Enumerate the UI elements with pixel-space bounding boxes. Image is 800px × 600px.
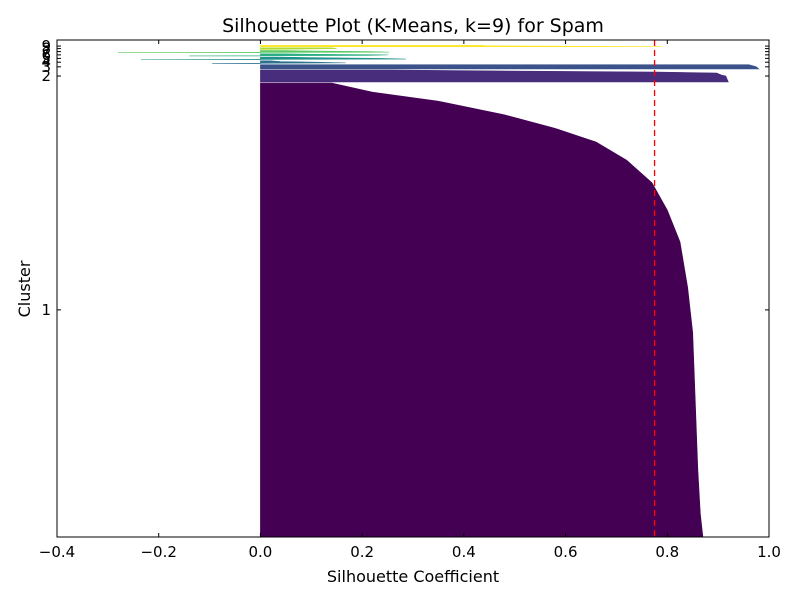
cluster-bars-group xyxy=(118,45,760,537)
cluster-5-silhouette-bar xyxy=(140,56,406,61)
y-tick-label-3: 3 xyxy=(41,58,51,76)
x-tick-label-1: −0.2 xyxy=(140,543,176,561)
y-tick-label-6: 6 xyxy=(41,46,51,64)
plot-frame xyxy=(56,39,770,538)
y-tick-label-7: 7 xyxy=(41,43,51,61)
cluster-2-silhouette-bar xyxy=(260,69,729,83)
cluster-6-silhouette-bar xyxy=(189,53,389,57)
x-tick-label-7: 1.0 xyxy=(757,543,781,561)
y-tick-label-8: 8 xyxy=(41,40,51,58)
x-tick-label-5: 0.6 xyxy=(554,543,578,561)
x-axis-label: Silhouette Coefficient xyxy=(327,567,499,586)
cluster-4-silhouette-bar xyxy=(212,60,346,64)
y-tick-label-9: 9 xyxy=(41,37,51,55)
x-tick-label-2: 0.0 xyxy=(248,543,272,561)
x-tick-label-3: 0.2 xyxy=(350,543,374,561)
chart-title: Silhouette Plot (K-Means, k=9) for Spam xyxy=(222,15,604,37)
cluster-8-silhouette-bar xyxy=(260,47,337,50)
y-tick-label-1: 1 xyxy=(41,301,51,319)
cluster-3-silhouette-bar xyxy=(260,64,760,70)
cluster-1-silhouette-bar xyxy=(260,82,704,537)
cluster-9-silhouette-bar xyxy=(260,45,663,48)
y-axis-label: Cluster xyxy=(15,260,34,317)
x-axis-ticks: −0.4 −0.2 0.0 0.2 0.4 0.6 0.8 1.0 xyxy=(39,40,781,561)
y-tick-label-4: 4 xyxy=(41,53,51,71)
x-tick-label-6: 0.8 xyxy=(655,543,679,561)
cluster-7-silhouette-bar xyxy=(118,50,390,54)
y-tick-label-5: 5 xyxy=(41,49,51,67)
y-tick-label-2: 2 xyxy=(41,67,51,85)
x-tick-label-4: 0.4 xyxy=(452,543,476,561)
x-tick-label-0: −0.4 xyxy=(39,543,75,561)
